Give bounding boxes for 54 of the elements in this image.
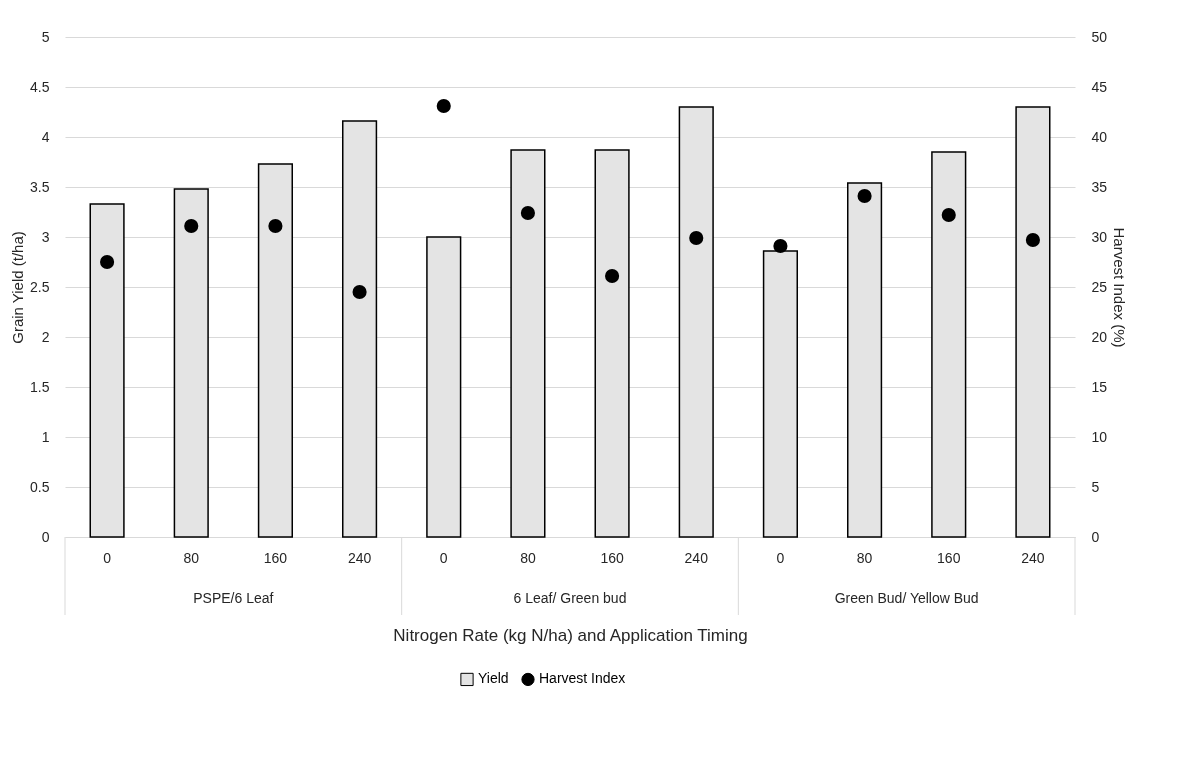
y2-tick-label: 35 [1091,178,1108,195]
y2-tick-label: 0 [1091,528,1100,545]
y2-tick-label: 5 [1091,478,1100,495]
y-tick-label: 2 [41,328,50,345]
y-tick-label: 0.5 [30,478,50,495]
point [520,205,535,221]
point [1025,232,1040,248]
y-tick-label: 4 [41,128,50,145]
y-tick-label: 4.5 [30,78,50,95]
x-tick-label: 80 [520,549,536,566]
y-tick-label: 2.5 [30,278,50,295]
x-tick-label: 160 [937,549,961,566]
x-tick-label: 240 [684,549,709,566]
point [268,218,283,234]
point [773,238,788,254]
x-tick-label: 240 [1021,549,1045,566]
x-tick-label: 160 [263,549,288,566]
y-axis-title: Grain Yield (t/ha) [9,231,27,344]
x-tick-label: 160 [600,549,624,566]
y2-tick-label: 15 [1091,378,1108,395]
y-tick-label: 1.5 [30,378,50,395]
y2-tick-label: 50 [1091,28,1108,45]
x-tick-label: 0 [439,549,448,566]
x-axis-title: Nitrogen Rate (kg N/ha) and Application Timing [393,625,748,645]
y-tick-label: 5 [41,28,50,45]
x-tick-label: 80 [856,549,873,566]
y-tick-label: 0 [41,528,50,545]
y2-tick-label: 45 [1091,78,1108,95]
point [184,218,199,234]
x-tick-label: 80 [183,549,200,566]
point [941,207,956,223]
x-tick-label: 240 [347,549,372,566]
y-tick-label: 3 [41,228,50,245]
point [605,268,620,284]
point [100,254,115,270]
y2-tick-label: 25 [1091,278,1108,295]
point [689,230,704,246]
y-tick-label: 1 [41,428,50,445]
y2-tick-label: 40 [1091,128,1108,145]
point [857,188,872,204]
point [436,98,451,114]
text: PSPE/6 Leaf [193,590,274,606]
legend-label: Yield [478,670,509,687]
legend-label: Harvest Index [539,670,626,687]
point [352,284,367,300]
y2-axis-title: Harvest Index (%) [1111,227,1129,348]
y2-tick-label: 20 [1091,328,1108,345]
y-tick-label: 3.5 [30,178,50,195]
text: 6 Leaf/ Green bud [513,590,627,606]
y2-tick-label: 30 [1091,228,1108,245]
x-tick-label: 0 [776,549,785,566]
text: Green Bud/ Yellow Bud [834,590,979,606]
x-tick-label: 0 [103,549,112,566]
y2-tick-label: 10 [1091,428,1108,445]
